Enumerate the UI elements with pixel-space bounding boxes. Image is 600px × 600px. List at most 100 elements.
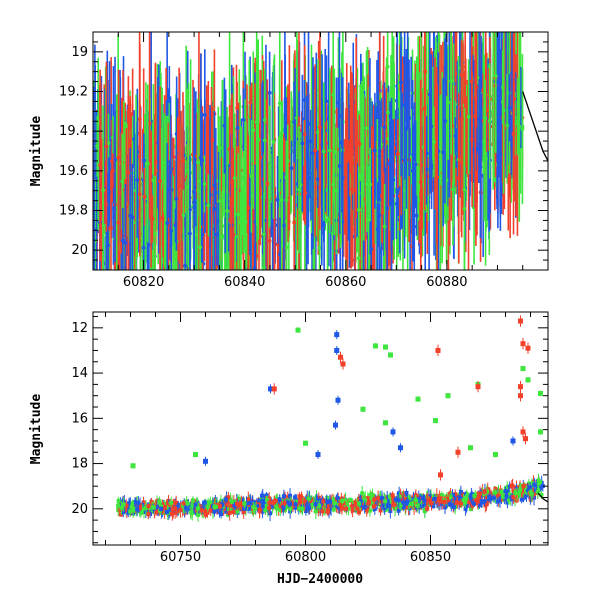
top-data-point (153, 160, 158, 165)
bottom-data-point (325, 495, 330, 500)
top-data-point (300, 141, 305, 146)
bottom-data-point (506, 489, 511, 494)
top-data-point (206, 203, 211, 208)
top-data-point (267, 163, 272, 168)
top-data-point (142, 194, 147, 199)
top-data-point (303, 190, 308, 195)
bottom-data-point (316, 508, 321, 513)
top-data-point (162, 160, 166, 165)
top-data-point (158, 179, 162, 184)
bottom-data-point (124, 503, 129, 508)
top-data-point (188, 231, 192, 236)
bottom-data-point (459, 494, 464, 499)
bottom-data-point (509, 483, 514, 488)
bottom-data-point (196, 512, 201, 517)
bottom-data-point (452, 500, 457, 505)
model-curve (522, 91, 548, 163)
top-data-point (416, 198, 421, 203)
top-data-point (98, 163, 103, 168)
top-data-point (292, 220, 297, 225)
top-data-point (113, 157, 117, 162)
bottom-data-point (447, 491, 452, 496)
top-data-point (435, 175, 440, 180)
bottom-data-point (313, 509, 318, 514)
bottom-data-point (299, 495, 304, 500)
top-data-point (380, 194, 384, 199)
bottom-data-point (156, 503, 161, 508)
top-data-point (222, 123, 227, 128)
top-data-point (147, 121, 152, 126)
top-data-point (317, 245, 322, 250)
bottom-data-point (445, 502, 450, 507)
top-data-point (218, 273, 222, 277)
bottom-data-point (468, 507, 473, 512)
bottom-data-point (495, 493, 500, 498)
top-data-point (302, 98, 307, 102)
bottom-data-point (401, 491, 406, 496)
top-data-point (265, 181, 270, 186)
bottom-data-point (490, 494, 495, 499)
bottom-data-point (505, 500, 510, 505)
top-model-curve (522, 91, 548, 163)
bottom-data-point (246, 506, 251, 511)
top-data-point (145, 161, 150, 166)
top-data-point (282, 223, 286, 228)
top-data-point (449, 78, 454, 83)
top-data-point (356, 208, 361, 212)
top-data-point (411, 152, 416, 157)
top-data-point (218, 198, 222, 203)
bottom-data-point (155, 506, 160, 511)
bottom-data-point (443, 505, 448, 510)
top-data-point (141, 245, 146, 250)
top-data-point (334, 188, 339, 193)
top-data-point (327, 148, 332, 153)
top-data-point (517, 124, 522, 129)
bottom-data-point (507, 484, 512, 489)
top-data-point (387, 161, 392, 166)
y-tick-label: 19.2 (59, 85, 88, 100)
top-data-point (186, 185, 190, 189)
y-tick-label: 19.4 (59, 124, 88, 139)
bottom-data-point (148, 502, 153, 507)
top-data-point (473, 114, 478, 119)
x-tick-label: 60840 (224, 275, 265, 290)
top-data-point (378, 149, 382, 154)
top-data-point (225, 209, 230, 213)
top-data-point (313, 148, 317, 153)
bottom-data-point (257, 498, 262, 503)
top-data-point (493, 73, 498, 78)
top-data-point (418, 180, 423, 185)
top-data-point (520, 127, 525, 132)
bottom-data-point (372, 506, 377, 511)
top-data-point (306, 122, 311, 126)
top-data-point (368, 182, 373, 187)
bottom-data-point (350, 500, 355, 505)
bottom-data-point (356, 498, 361, 503)
bottom-data-point (182, 508, 187, 513)
top-data-point (220, 234, 225, 239)
top-data-point (385, 64, 390, 69)
top-data-point (413, 162, 418, 167)
top-data-point (422, 106, 427, 111)
bottom-data-point (326, 509, 331, 514)
bottom-data-point (129, 504, 134, 509)
bottom-data-point (369, 495, 374, 500)
top-data-point (106, 141, 111, 145)
top-data-point (308, 139, 313, 144)
top-data-point (202, 113, 207, 117)
top-data-point (132, 137, 137, 142)
bottom-data-point (149, 499, 154, 504)
bottom-data-point (486, 498, 491, 503)
top-data-point (165, 221, 170, 226)
top-data-point (185, 105, 190, 110)
top-data-point (375, 227, 380, 232)
bottom-data-point (538, 484, 543, 489)
top-data-point (350, 227, 355, 232)
top-data-point (443, 119, 447, 123)
top-data-point (275, 197, 280, 202)
bottom-data-point (191, 506, 196, 511)
top-data-point (279, 198, 284, 202)
top-data-point (382, 224, 387, 229)
top-data-point (181, 213, 186, 218)
bottom-data-point (130, 500, 135, 505)
